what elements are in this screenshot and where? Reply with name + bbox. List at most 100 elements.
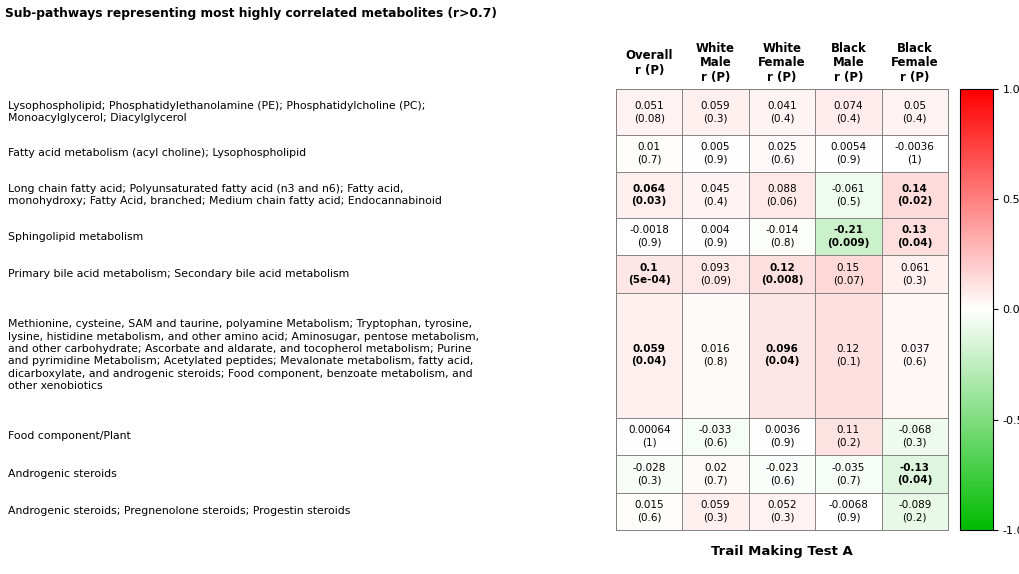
Bar <box>682 135 748 172</box>
Bar <box>880 455 947 492</box>
Bar <box>682 218 748 255</box>
Text: Lysophospholipid; Phosphatidylethanolamine (PE); Phosphatidylcholine (PC);
Monoa: Lysophospholipid; Phosphatidylethanolami… <box>8 100 425 123</box>
Bar <box>748 418 814 455</box>
Bar <box>682 255 748 293</box>
Bar <box>748 135 814 172</box>
Bar <box>682 293 748 418</box>
Text: Overall
r (P): Overall r (P) <box>625 49 673 77</box>
Text: -0.21
(0.009): -0.21 (0.009) <box>826 226 869 248</box>
Bar <box>814 135 880 172</box>
Bar <box>814 172 880 218</box>
Text: 0.1
(5e-04): 0.1 (5e-04) <box>628 263 669 285</box>
Bar <box>615 255 682 293</box>
Text: -0.0068
(0.9): -0.0068 (0.9) <box>827 500 867 522</box>
Text: 0.12
(0.1): 0.12 (0.1) <box>836 344 860 366</box>
Text: 0.004
(0.9): 0.004 (0.9) <box>700 226 730 248</box>
Bar <box>814 418 880 455</box>
Bar <box>814 89 880 135</box>
Text: 0.059
(0.04): 0.059 (0.04) <box>631 344 666 366</box>
Text: 0.11
(0.2): 0.11 (0.2) <box>836 425 860 448</box>
Text: 0.041
(0.4): 0.041 (0.4) <box>766 100 796 123</box>
Text: -0.014
(0.8): -0.014 (0.8) <box>764 226 798 248</box>
Bar <box>748 293 814 418</box>
Bar <box>615 89 682 135</box>
Bar <box>880 492 947 530</box>
Text: -0.028
(0.3): -0.028 (0.3) <box>632 463 665 485</box>
Text: 0.05
(0.4): 0.05 (0.4) <box>902 100 926 123</box>
Text: Black
Female
r (P): Black Female r (P) <box>891 41 937 84</box>
Bar <box>682 172 748 218</box>
Text: 0.064
(0.03): 0.064 (0.03) <box>631 184 666 206</box>
Bar <box>748 172 814 218</box>
Text: 0.00064
(1): 0.00064 (1) <box>628 425 669 448</box>
Bar <box>682 492 748 530</box>
Bar <box>880 255 947 293</box>
Text: 0.096
(0.04): 0.096 (0.04) <box>763 344 799 366</box>
Text: 0.025
(0.6): 0.025 (0.6) <box>766 142 796 165</box>
Bar <box>814 218 880 255</box>
Text: -0.089
(0.2): -0.089 (0.2) <box>898 500 930 522</box>
Text: -0.033
(0.6): -0.033 (0.6) <box>698 425 732 448</box>
Text: 0.059
(0.3): 0.059 (0.3) <box>700 500 730 522</box>
Bar <box>814 492 880 530</box>
Text: 0.037
(0.6): 0.037 (0.6) <box>899 344 928 366</box>
Text: -0.023
(0.6): -0.023 (0.6) <box>764 463 798 485</box>
Bar <box>615 135 682 172</box>
Bar <box>748 492 814 530</box>
Bar <box>748 255 814 293</box>
Text: 0.093
(0.09): 0.093 (0.09) <box>699 263 731 285</box>
Bar <box>615 492 682 530</box>
Text: -0.0036
(1): -0.0036 (1) <box>894 142 933 165</box>
Text: Food component/Plant: Food component/Plant <box>8 432 130 441</box>
Bar <box>880 218 947 255</box>
Bar <box>880 172 947 218</box>
Bar <box>880 135 947 172</box>
Text: 0.074
(0.4): 0.074 (0.4) <box>833 100 862 123</box>
Bar <box>682 89 748 135</box>
Text: 0.14
(0.02): 0.14 (0.02) <box>897 184 931 206</box>
Text: 0.052
(0.3): 0.052 (0.3) <box>766 500 796 522</box>
Bar <box>615 293 682 418</box>
Text: Androgenic steroids; Pregnenolone steroids; Progestin steroids: Androgenic steroids; Pregnenolone steroi… <box>8 506 351 516</box>
Text: Long chain fatty acid; Polyunsaturated fatty acid (n3 and n6); Fatty acid,
monoh: Long chain fatty acid; Polyunsaturated f… <box>8 184 441 206</box>
Text: 0.0036
(0.9): 0.0036 (0.9) <box>763 425 799 448</box>
Text: Black
Male
r (P): Black Male r (P) <box>829 41 865 84</box>
Text: Methionine, cysteine, SAM and taurine, polyamine Metabolism; Tryptophan, tyrosin: Methionine, cysteine, SAM and taurine, p… <box>8 319 479 391</box>
Text: 0.016
(0.8): 0.016 (0.8) <box>700 344 730 366</box>
Text: Sphingolipid metabolism: Sphingolipid metabolism <box>8 232 143 242</box>
Bar <box>880 89 947 135</box>
Bar <box>682 455 748 492</box>
Bar <box>748 455 814 492</box>
Text: -0.0018
(0.9): -0.0018 (0.9) <box>629 226 668 248</box>
Text: 0.02
(0.7): 0.02 (0.7) <box>703 463 728 485</box>
Bar <box>615 172 682 218</box>
Text: 0.005
(0.9): 0.005 (0.9) <box>700 142 730 165</box>
Text: 0.01
(0.7): 0.01 (0.7) <box>636 142 660 165</box>
Bar <box>814 293 880 418</box>
Text: 0.15
(0.07): 0.15 (0.07) <box>833 263 863 285</box>
Bar <box>880 293 947 418</box>
Text: Sub-pathways representing most highly correlated metabolites (r>0.7): Sub-pathways representing most highly co… <box>5 7 496 20</box>
Text: 0.12
(0.008): 0.12 (0.008) <box>760 263 803 285</box>
Bar <box>615 455 682 492</box>
Text: -0.061
(0.5): -0.061 (0.5) <box>830 184 864 206</box>
Text: Primary bile acid metabolism; Secondary bile acid metabolism: Primary bile acid metabolism; Secondary … <box>8 269 348 279</box>
Text: Androgenic steroids: Androgenic steroids <box>8 469 116 479</box>
Bar <box>748 218 814 255</box>
Bar <box>880 418 947 455</box>
Text: 0.088
(0.06): 0.088 (0.06) <box>765 184 797 206</box>
Text: -0.035
(0.7): -0.035 (0.7) <box>830 463 864 485</box>
Text: 0.059
(0.3): 0.059 (0.3) <box>700 100 730 123</box>
Text: 0.051
(0.08): 0.051 (0.08) <box>633 100 664 123</box>
Bar <box>748 89 814 135</box>
Text: 0.13
(0.04): 0.13 (0.04) <box>897 226 931 248</box>
Bar <box>682 418 748 455</box>
Text: 0.0054
(0.9): 0.0054 (0.9) <box>829 142 865 165</box>
Text: Trail Making Test A: Trail Making Test A <box>710 545 852 559</box>
Text: White
Male
r (P): White Male r (P) <box>695 41 735 84</box>
Bar <box>814 255 880 293</box>
Text: Fatty acid metabolism (acyl choline); Lysophospholipid: Fatty acid metabolism (acyl choline); Ly… <box>8 149 306 158</box>
Text: -0.13
(0.04): -0.13 (0.04) <box>897 463 931 485</box>
Bar <box>814 455 880 492</box>
Bar <box>615 218 682 255</box>
